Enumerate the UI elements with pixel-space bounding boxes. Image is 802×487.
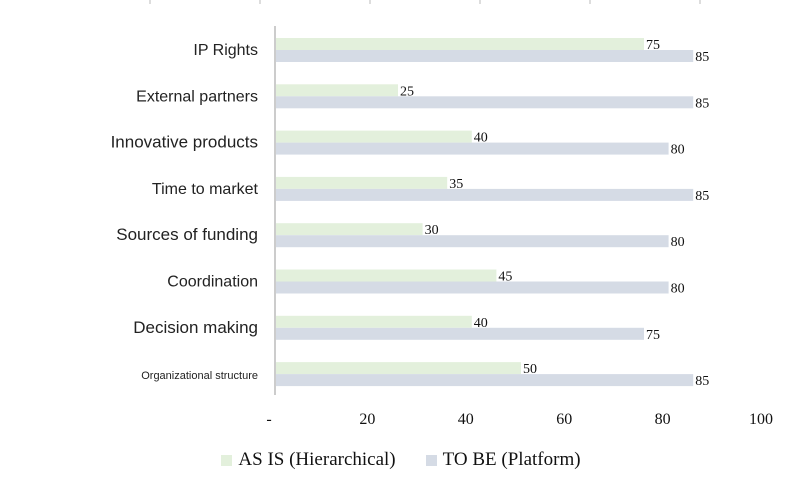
x-tick-labels: - 20 40 60 80 100 [266, 411, 773, 428]
data-label-to-be: 85 [695, 189, 709, 204]
bar-as-is [276, 38, 644, 50]
category-label: External partners [136, 88, 258, 105]
data-label-to-be: 80 [671, 143, 685, 158]
data-label-as-is: 75 [646, 38, 660, 53]
bar-to-be [276, 96, 694, 109]
data-label-to-be: 85 [695, 96, 709, 111]
legend-label-as-is: AS IS (Hierarchical) [238, 449, 396, 470]
bar-as-is [276, 315, 472, 328]
data-label-to-be: 80 [671, 282, 685, 297]
x-tick-label: 100 [749, 411, 773, 428]
data-label-to-be: 75 [646, 328, 660, 343]
bar-as-is [276, 130, 472, 143]
legend-swatch-as-is [221, 454, 233, 466]
bar-to-be [276, 235, 669, 248]
data-label-as-is: 25 [400, 84, 414, 99]
bar-to-be [276, 327, 644, 340]
bar-chart: 75 85 25 85 40 80 35 85 30 80 45 80 40 75 50 85 IP Righ… [111, 0, 773, 428]
data-label-to-be: 80 [671, 235, 685, 250]
data-label-as-is: 30 [425, 223, 439, 238]
category-labels: IP Rights External partners Innovative pro… [111, 42, 259, 382]
bar-as-is [276, 223, 423, 236]
data-label-as-is: 45 [498, 270, 512, 285]
bar-as-is [276, 362, 521, 375]
top-tick-marks [149, 0, 701, 4]
data-label-as-is: 40 [474, 131, 488, 146]
data-label-as-is: 40 [474, 316, 488, 331]
category-label: Time to market [152, 181, 259, 198]
legend-swatch-to-be [425, 454, 437, 466]
bars-group: 75 85 25 85 40 80 35 85 30 80 45 80 40 75 50 85 [276, 38, 709, 389]
legend-label-to-be: TO BE (Platform) [442, 449, 581, 470]
x-tick-label: 80 [655, 411, 671, 428]
bar-as-is [276, 84, 398, 97]
x-tick-label: 40 [458, 411, 474, 428]
category-label: Coordination [167, 274, 258, 291]
bar-to-be [276, 50, 694, 62]
category-label: Sources of funding [116, 225, 258, 244]
data-label-as-is: 35 [449, 177, 463, 192]
x-tick-label: - [266, 411, 271, 428]
category-label: Innovative products [111, 133, 258, 152]
bar-to-be [276, 374, 694, 387]
bar-as-is [276, 269, 497, 282]
legend-item-as-is: AS IS (Hierarchical) [221, 449, 396, 471]
bar-as-is [276, 176, 448, 189]
data-label-to-be: 85 [695, 50, 709, 65]
x-tick-label: 20 [359, 411, 375, 428]
legend-item-to-be: TO BE (Platform) [425, 449, 581, 471]
data-label-as-is: 50 [523, 362, 537, 377]
legend: AS IS (Hierarchical) TO BE (Platform) [0, 449, 802, 471]
category-label: Organizational structure [141, 370, 258, 382]
category-label: IP Rights [193, 42, 258, 59]
data-label-to-be: 85 [695, 374, 709, 389]
bar-to-be [276, 188, 694, 201]
bar-to-be [276, 142, 669, 155]
category-label: Decision making [133, 318, 258, 337]
bar-to-be [276, 281, 669, 294]
x-tick-label: 60 [556, 411, 572, 428]
